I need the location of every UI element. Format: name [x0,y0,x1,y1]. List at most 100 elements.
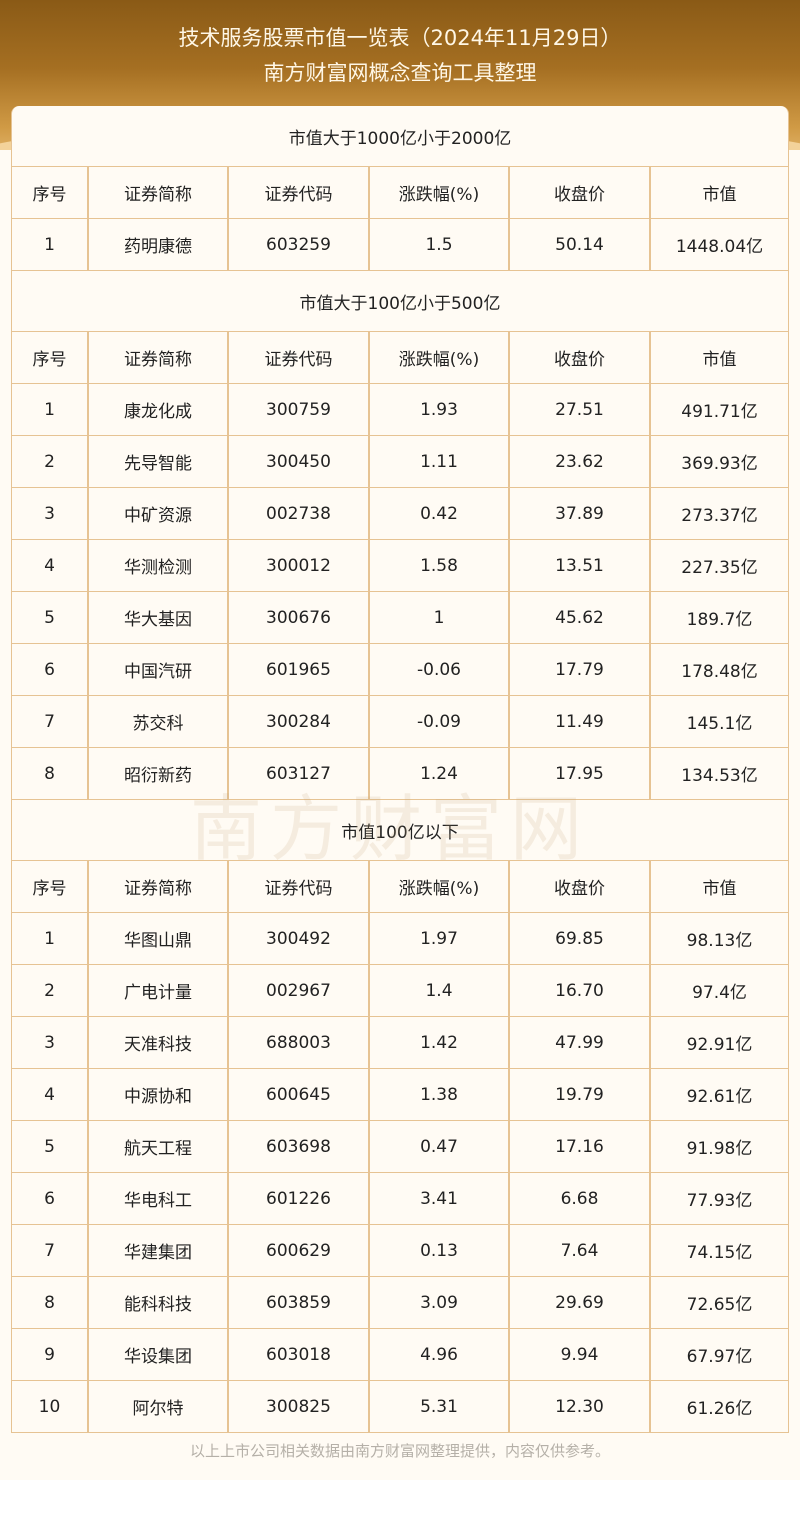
table-cell: 145.1亿 [686,714,753,734]
table-row: 1 药明康德 603259 1.5 50.14 1448.04亿 [12,219,788,271]
column-header: 市值 [702,879,737,899]
table-row: 8 能科科技 603859 3.09 29.69 72.65亿 [12,1277,788,1329]
table-cell: 74.15亿 [686,1243,753,1263]
table-cell: 601965 [229,644,370,695]
table-cell: 9.94 [510,1329,651,1380]
column-header: 序号 [12,861,89,912]
table-cell: 50.14 [510,219,651,270]
section-title: 市值大于1000亿小于2000亿 [12,106,788,167]
table-cell: 98.13亿 [686,931,753,951]
table-cell: 300012 [229,540,370,591]
table-cell: 300492 [229,913,370,964]
table-cell: 17.95 [510,748,651,799]
table-cell: 6 [12,1173,89,1224]
table-cell: 27.51 [510,384,651,435]
table-cell: 7 [12,1225,89,1276]
table-cell: 16.70 [510,965,651,1016]
table-cell: 0.47 [370,1121,510,1172]
table-cell: 45.62 [510,592,651,643]
table-cell: 17.16 [510,1121,651,1172]
table-cell: 69.85 [510,913,651,964]
stock-table: 市值大于1000亿小于2000亿 序号 证券简称 证券代码 涨跌幅(%) 收盘价 市值 1 药明… [11,106,789,1433]
table-cell: 8 [12,1277,89,1328]
table-cell: 航天工程 [89,1121,229,1172]
table-cell: 1 [12,913,89,964]
column-header: 证券代码 [229,332,370,383]
table-cell: 227.35亿 [681,558,758,578]
table-row: 2 先导智能 300450 1.11 23.62 369.93亿 [12,436,788,488]
table-cell: 3 [12,1017,89,1068]
table-cell: 6 [12,644,89,695]
column-header: 收盘价 [510,861,651,912]
table-cell: 300450 [229,436,370,487]
table-cell: 67.97亿 [686,1347,753,1367]
table-cell: 1.93 [370,384,510,435]
page-subtitle: 南方财富网概念查询工具整理 [263,61,537,85]
column-header: 证券代码 [229,167,370,218]
table-cell: 1.11 [370,436,510,487]
table-cell: 1448.04亿 [675,237,764,257]
column-header: 序号 [12,167,89,218]
table-header-row: 序号 证券简称 证券代码 涨跌幅(%) 收盘价 市值 [12,167,788,219]
table-row: 1 华图山鼎 300492 1.97 69.85 98.13亿 [12,913,788,965]
table-row: 4 华测检测 300012 1.58 13.51 227.35亿 [12,540,788,592]
table-row: 1 康龙化成 300759 1.93 27.51 491.71亿 [12,384,788,436]
table-cell: 13.51 [510,540,651,591]
table-header-row: 序号 证券简称 证券代码 涨跌幅(%) 收盘价 市值 [12,332,788,384]
page-title: 技术服务股票市值一览表（2024年11月29日） [178,26,622,50]
table-cell: 7 [12,696,89,747]
table-cell: 12.30 [510,1381,651,1432]
table-cell: 3.09 [370,1277,510,1328]
table-cell: 17.79 [510,644,651,695]
table-cell: 华建集团 [89,1225,229,1276]
table-row: 3 天准科技 688003 1.42 47.99 92.91亿 [12,1017,788,1069]
table-cell: 300284 [229,696,370,747]
table-cell: 1.97 [370,913,510,964]
column-header: 证券代码 [229,861,370,912]
table-cell: 002738 [229,488,370,539]
table-header-row: 序号 证券简称 证券代码 涨跌幅(%) 收盘价 市值 [12,861,788,913]
table-cell: 4.96 [370,1329,510,1380]
table-cell: 5 [12,1121,89,1172]
table-cell: 29.69 [510,1277,651,1328]
table-cell: 药明康德 [89,219,229,270]
table-cell: 61.26亿 [686,1399,753,1419]
table-row: 6 华电科工 601226 3.41 6.68 77.93亿 [12,1173,788,1225]
table-cell: 72.65亿 [686,1295,753,1315]
table-cell: 3.41 [370,1173,510,1224]
table-cell: 9 [12,1329,89,1380]
table-row: 2 广电计量 002967 1.4 16.70 97.4亿 [12,965,788,1017]
column-header: 证券简称 [89,861,229,912]
table-cell: 1 [12,219,89,270]
column-header: 市值 [702,350,737,370]
table-row: 3 中矿资源 002738 0.42 37.89 273.37亿 [12,488,788,540]
table-cell: 97.4亿 [692,983,747,1003]
table-row: 10 阿尔特 300825 5.31 12.30 61.26亿 [12,1381,788,1433]
table-cell: -0.06 [370,644,510,695]
table-row: 5 华大基因 300676 1 45.62 189.7亿 [12,592,788,644]
table-cell: 5 [12,592,89,643]
table-cell: 0.13 [370,1225,510,1276]
table-cell: 1.5 [370,219,510,270]
table-cell: 1.4 [370,965,510,1016]
column-header: 收盘价 [510,167,651,218]
section-title: 市值100亿以下 [12,800,788,861]
table-cell: 0.42 [370,488,510,539]
table-cell: 603859 [229,1277,370,1328]
table-cell: -0.09 [370,696,510,747]
table-cell: 2 [12,965,89,1016]
table-cell: 1.38 [370,1069,510,1120]
table-cell: 6.68 [510,1173,651,1224]
table-cell: 10 [12,1381,89,1432]
table-cell: 178.48亿 [681,662,758,682]
table-cell: 1 [12,384,89,435]
table-cell: 23.62 [510,436,651,487]
table-cell: 2 [12,436,89,487]
table-cell: 1.42 [370,1017,510,1068]
table-cell: 37.89 [510,488,651,539]
table-cell: 华图山鼎 [89,913,229,964]
table-cell: 77.93亿 [686,1191,753,1211]
table-cell: 1 [370,592,510,643]
table-cell: 603259 [229,219,370,270]
table-cell: 1.24 [370,748,510,799]
